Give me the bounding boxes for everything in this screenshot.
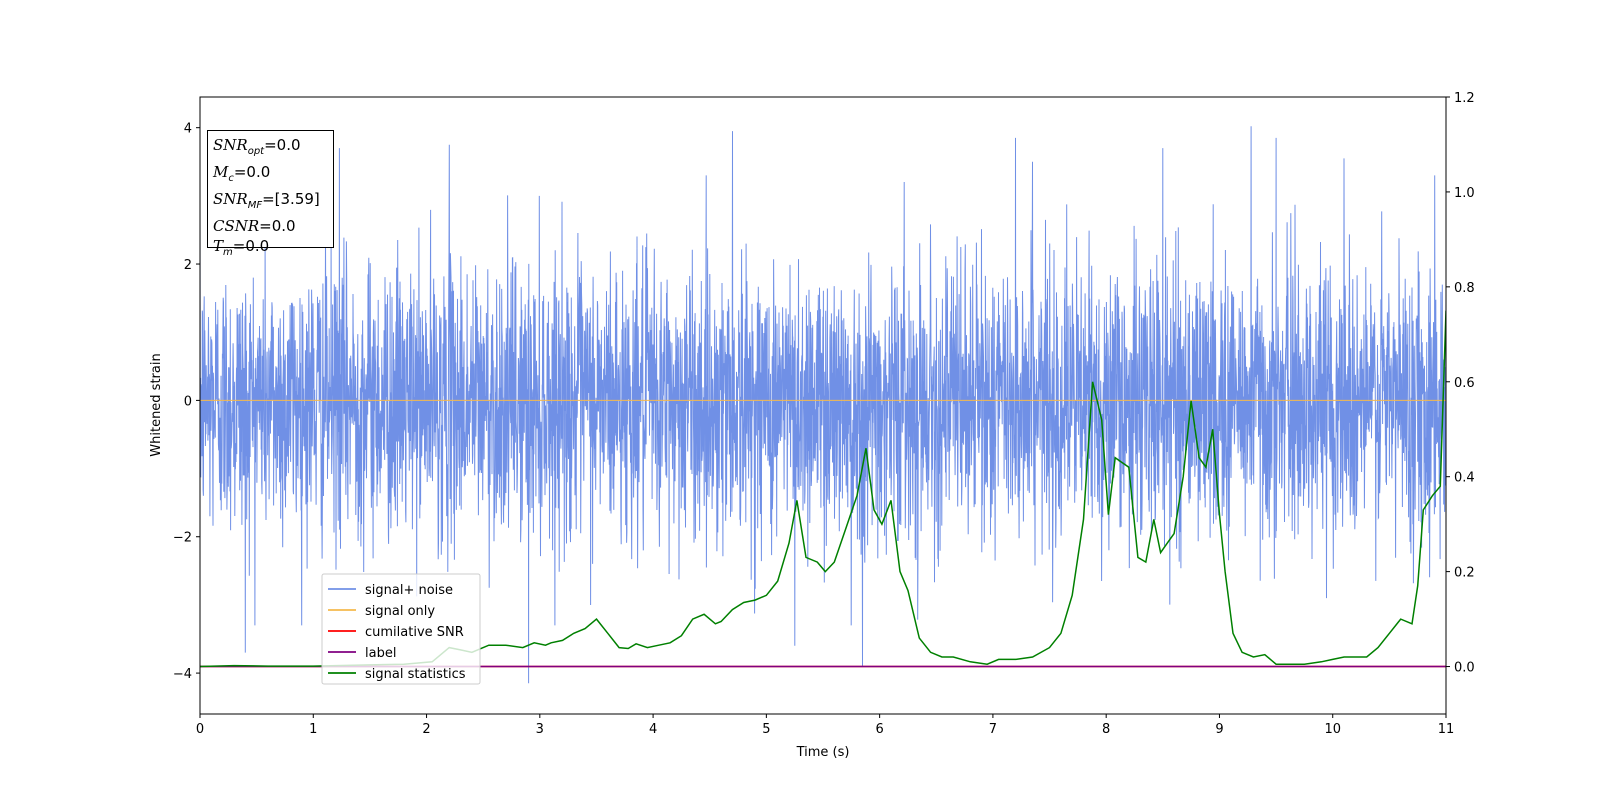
legend-label: signal only — [365, 604, 435, 619]
y2-tick-label: 0.6 — [1454, 376, 1475, 391]
y-tick-label: 0 — [184, 394, 192, 409]
y-tick-label: −2 — [173, 531, 192, 546]
y2-tick-label: 0.0 — [1454, 661, 1475, 676]
y2-tick-label: 0.2 — [1454, 566, 1475, 581]
y-tick-label: 2 — [184, 258, 192, 273]
tm-row: Tm=0.0 — [213, 237, 270, 258]
y2-tick-label: 0.4 — [1454, 471, 1475, 486]
x-tick-label: 2 — [422, 722, 430, 737]
signal-statistics-line — [200, 310, 1446, 668]
y-axis-label: Whitened strain — [149, 353, 164, 456]
legend-box — [321, 573, 481, 685]
legend-label: signal+ noise — [365, 583, 453, 598]
x-axis-label: Time (s) — [796, 745, 850, 760]
x-tick-label: 4 — [649, 722, 657, 737]
x-tick-label: 8 — [1102, 722, 1110, 737]
legend-label: label — [365, 646, 396, 661]
y-axis-left: −4 −2 0 2 4 — [173, 122, 200, 682]
snr-info-box: SNRopt=0.0 Mc=0.0 SNRMF=[3.59] CSNR=0.0 … — [207, 130, 334, 258]
noise-series — [200, 126, 1446, 684]
x-tick-label: 11 — [1438, 722, 1455, 737]
snr-opt-row: SNRopt=0.0 — [213, 136, 301, 157]
legend-label: signal statistics — [365, 667, 466, 682]
x-tick-label: 3 — [536, 722, 544, 737]
legend-label: cumilative SNR — [365, 625, 464, 640]
plot-frame — [199, 96, 1447, 715]
y2-tick-label: 0.8 — [1454, 281, 1475, 296]
x-tick-label: 5 — [762, 722, 770, 737]
y-axis-right: 0.0 0.2 0.4 0.6 0.8 1.0 1.2 — [1446, 91, 1475, 676]
mc-row: Mc=0.0 — [213, 163, 271, 184]
snr-mf-row: SNRMF=[3.59] — [213, 190, 320, 211]
csnr-row: CSNR=0.0 — [213, 217, 296, 235]
y-tick-label: −4 — [173, 667, 192, 682]
y2-tick-label: 1.0 — [1454, 186, 1475, 201]
x-tick-label: 7 — [989, 722, 997, 737]
x-tick-label: 0 — [196, 722, 204, 737]
y2-tick-label: 1.2 — [1454, 91, 1475, 106]
x-tick-label: 1 — [309, 722, 317, 737]
legend: signal+ noise signal only cumilative SNR la… — [321, 573, 481, 685]
x-axis: 0 1 2 3 4 5 6 7 8 9 10 11 — [196, 714, 1454, 737]
x-tick-label: 9 — [1215, 722, 1223, 737]
x-tick-label: 10 — [1324, 722, 1341, 737]
x-tick-label: 6 — [875, 722, 883, 737]
signal-noise-line — [200, 126, 1446, 684]
y-tick-label: 4 — [184, 122, 192, 137]
